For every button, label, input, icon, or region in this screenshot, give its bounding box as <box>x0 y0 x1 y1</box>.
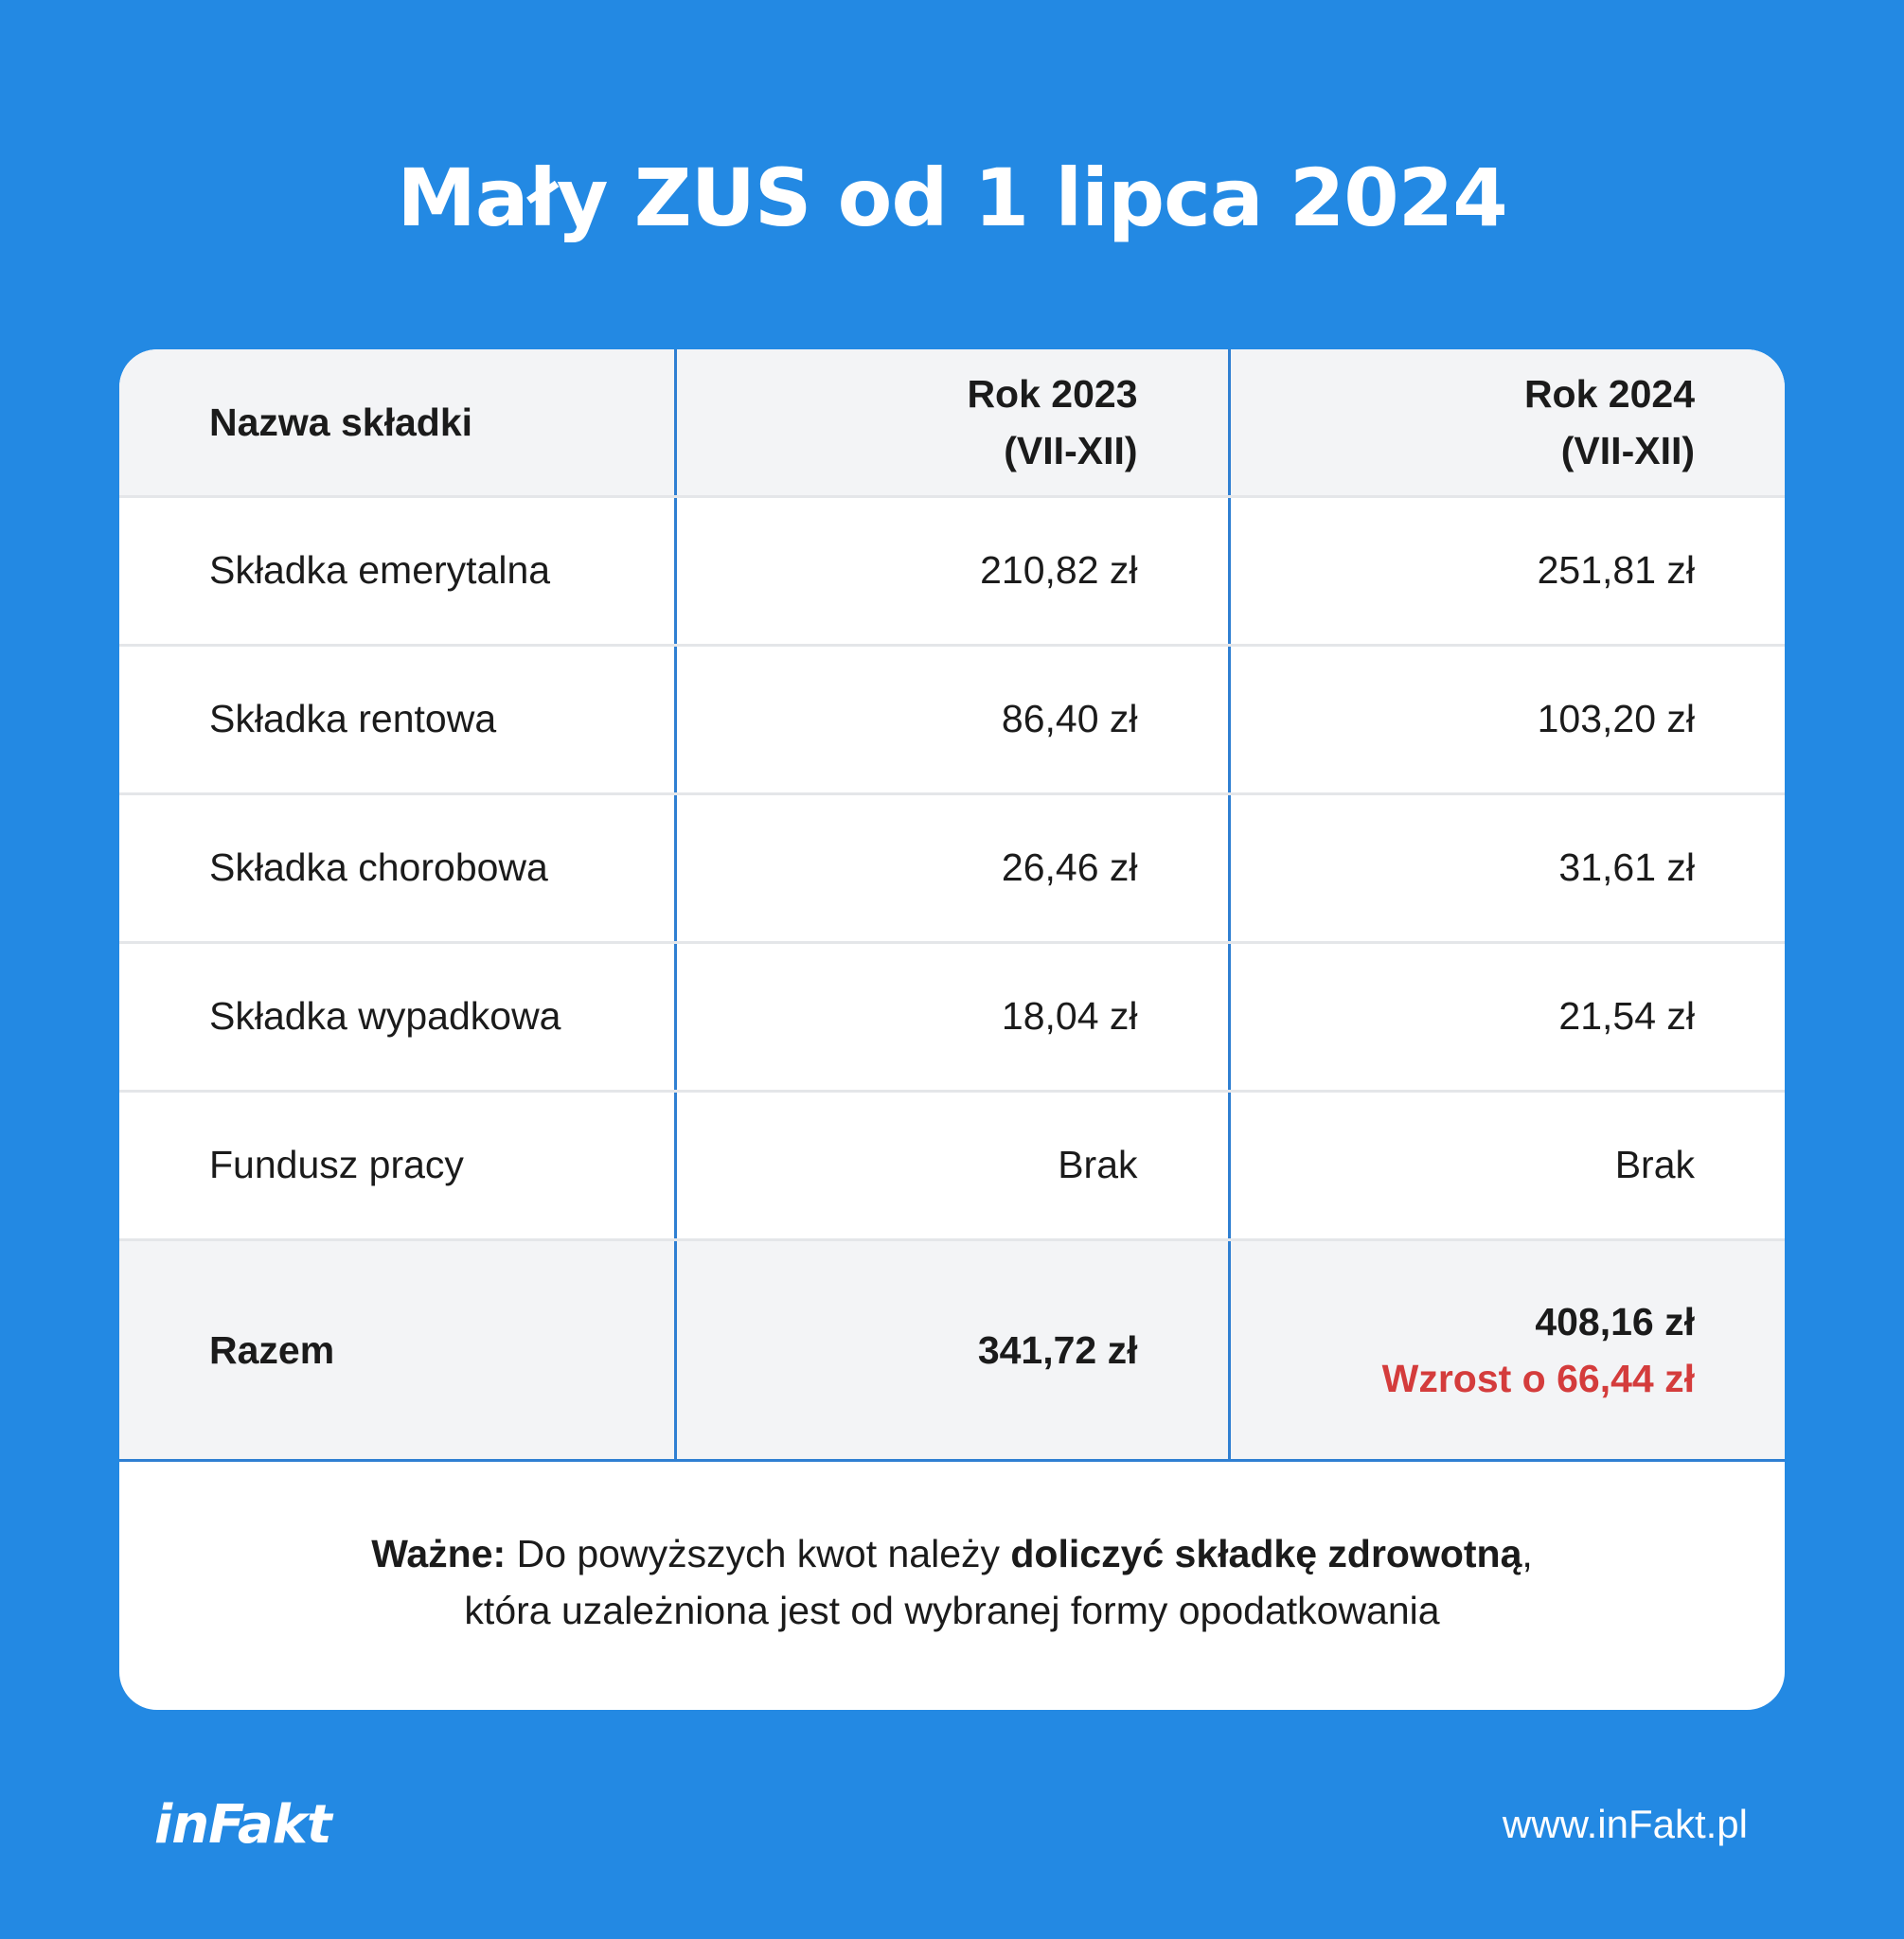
table-row: Fundusz pracy Brak Brak <box>119 1091 1785 1241</box>
table-header-row: Nazwa składki Rok 2023 (VII-XII) Rok 202… <box>119 349 1785 498</box>
increase-amount: Wzrost o 66,44 zł <box>1381 1356 1695 1400</box>
table-total-row: Razem 341,72 zł 408,16 zł Wzrost o 66,44… <box>119 1239 1785 1462</box>
table-row: Składka chorobowa 26,46 zł 31,61 zł <box>119 793 1785 944</box>
total-value-2023: 341,72 zł <box>673 1239 1229 1462</box>
note-line-1: Ważne: Do powyższych kwot należy doliczy… <box>119 1525 1785 1582</box>
table-row: Składka rentowa 86,40 zł 103,20 zł <box>119 645 1785 795</box>
header-name: Nazwa składki <box>119 349 675 498</box>
contribution-table: Nazwa składki Rok 2023 (VII-XII) Rok 202… <box>119 349 1785 1462</box>
header-2024: Rok 2024 (VII-XII) <box>1227 349 1785 498</box>
table-row: Składka emerytalna 210,82 zł 251,81 zł <box>119 496 1785 647</box>
header-2023: Rok 2023 (VII-XII) <box>673 349 1229 498</box>
table-row: Składka wypadkowa 18,04 zł 21,54 zł <box>119 942 1785 1093</box>
note-line-2: która uzależniona jest od wybranej formy… <box>464 1589 1440 1632</box>
row-name: Składka wypadkowa <box>119 942 675 1093</box>
row-value-2023: 210,82 zł <box>673 496 1229 647</box>
total-label: Razem <box>119 1239 675 1462</box>
page-title: Mały ZUS od 1 lipca 2024 <box>397 151 1507 244</box>
website-url: www.inFakt.pl <box>1502 1802 1748 1846</box>
header-2024-year: Rok 2024 <box>1523 371 1695 416</box>
row-value-2023: 26,46 zł <box>673 793 1229 944</box>
note-label: Ważne: <box>371 1532 507 1575</box>
row-value-2024: 103,20 zł <box>1227 645 1785 795</box>
header-2023-year: Rok 2023 <box>967 371 1138 416</box>
row-name: Fundusz pracy <box>119 1091 675 1241</box>
row-name: Składka rentowa <box>119 645 675 795</box>
header-2024-period: (VII-XII) <box>1560 428 1695 472</box>
total-value-2024: 408,16 zł <box>1535 1299 1695 1343</box>
note-bold: doliczyć składkę zdrowotną <box>1010 1532 1522 1575</box>
important-note: Ważne: Do powyższych kwot należy doliczy… <box>119 1525 1785 1639</box>
row-value-2023: 18,04 zł <box>673 942 1229 1093</box>
header-2023-period: (VII-XII) <box>1004 428 1138 472</box>
row-value-2023: 86,40 zł <box>673 645 1229 795</box>
row-value-2024: 31,61 zł <box>1227 793 1785 944</box>
row-value-2023: Brak <box>673 1091 1229 1241</box>
row-value-2024: 21,54 zł <box>1227 942 1785 1093</box>
total-2024-cell: 408,16 zł Wzrost o 66,44 zł <box>1227 1239 1785 1462</box>
row-name: Składka emerytalna <box>119 496 675 647</box>
row-name: Składka chorobowa <box>119 793 675 944</box>
note-text-2: , <box>1521 1532 1533 1575</box>
row-value-2024: Brak <box>1227 1091 1785 1241</box>
infakt-logo: inFakt <box>154 1794 332 1856</box>
note-text-1: Do powyższych kwot należy <box>506 1532 1011 1575</box>
row-value-2024: 251,81 zł <box>1227 496 1785 647</box>
contribution-card: Nazwa składki Rok 2023 (VII-XII) Rok 202… <box>119 349 1785 1710</box>
